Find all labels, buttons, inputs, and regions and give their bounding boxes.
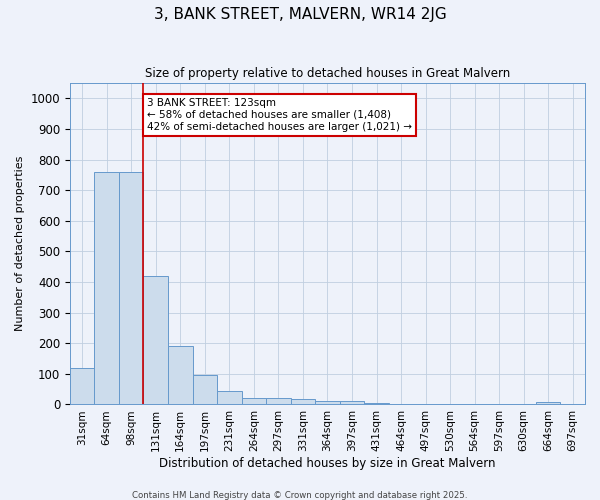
Bar bbox=[119, 172, 143, 404]
Bar bbox=[193, 376, 217, 404]
Bar bbox=[340, 402, 364, 404]
Bar bbox=[266, 398, 290, 404]
Bar bbox=[290, 399, 315, 404]
X-axis label: Distribution of detached houses by size in Great Malvern: Distribution of detached houses by size … bbox=[159, 457, 496, 470]
Bar bbox=[315, 402, 340, 404]
Bar bbox=[217, 390, 242, 404]
Bar bbox=[364, 403, 389, 404]
Y-axis label: Number of detached properties: Number of detached properties bbox=[15, 156, 25, 332]
Bar bbox=[143, 276, 168, 404]
Bar bbox=[94, 172, 119, 404]
Text: 3 BANK STREET: 123sqm
← 58% of detached houses are smaller (1,408)
42% of semi-d: 3 BANK STREET: 123sqm ← 58% of detached … bbox=[147, 98, 412, 132]
Bar bbox=[536, 402, 560, 404]
Bar bbox=[70, 368, 94, 405]
Text: Contains HM Land Registry data © Crown copyright and database right 2025.: Contains HM Land Registry data © Crown c… bbox=[132, 490, 468, 500]
Title: Size of property relative to detached houses in Great Malvern: Size of property relative to detached ho… bbox=[145, 68, 510, 80]
Bar bbox=[168, 346, 193, 405]
Text: 3, BANK STREET, MALVERN, WR14 2JG: 3, BANK STREET, MALVERN, WR14 2JG bbox=[154, 8, 446, 22]
Bar bbox=[242, 398, 266, 404]
